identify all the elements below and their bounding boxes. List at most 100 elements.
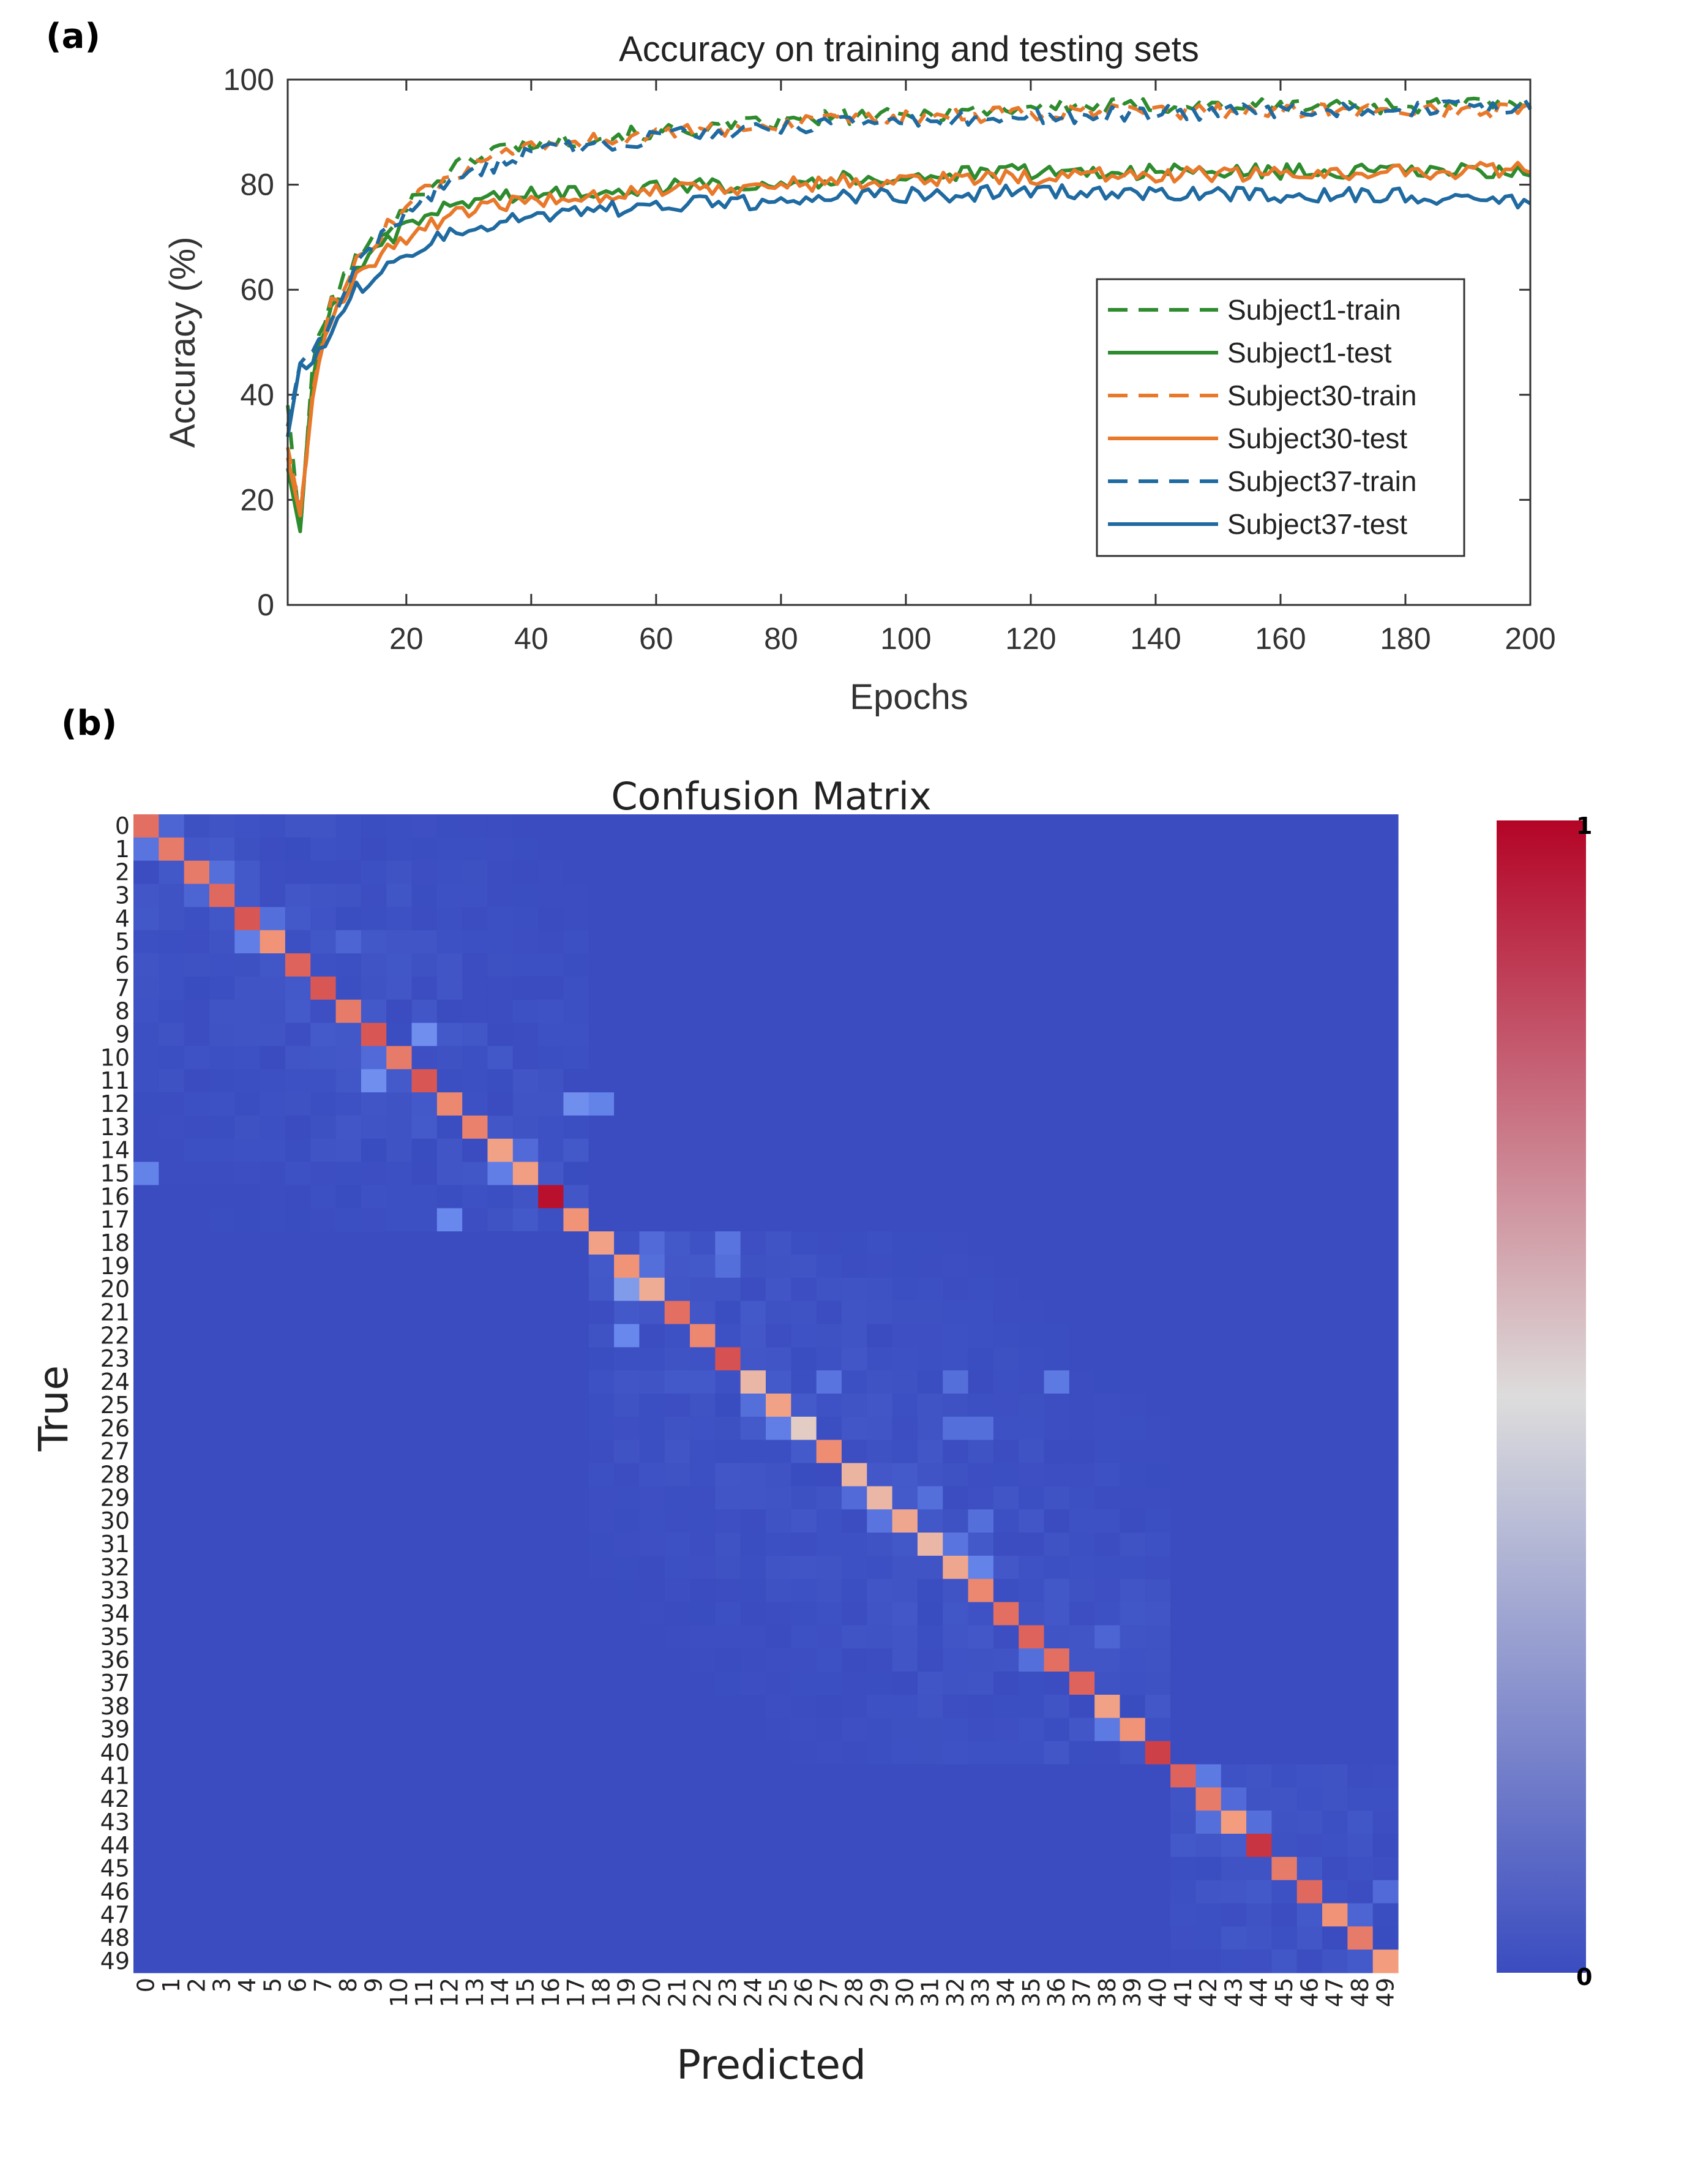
heatmap-cell [411,930,438,954]
x-tick-label: 17 [563,1978,589,2007]
heatmap-cell [361,1092,387,1116]
heatmap-cell [816,1208,842,1232]
heatmap-cell [563,1300,589,1325]
heatmap-cell [715,907,741,931]
x-tick-label: 27 [815,1978,842,2007]
heatmap-cell [159,1463,185,1487]
heatmap-cell [1246,1115,1272,1139]
heatmap-cell [1195,930,1222,954]
heatmap-cell [740,1694,766,1719]
heatmap-cell [411,1694,438,1719]
heatmap-cell [968,1138,994,1163]
heatmap-cell [1296,1555,1323,1580]
heatmap-cell [740,930,766,954]
heatmap-cell [841,1370,867,1394]
heatmap-cell [260,1185,286,1209]
heatmap-cell [462,1833,488,1858]
heatmap-cell [462,1300,488,1325]
heatmap-cell [588,999,615,1024]
heatmap-cell [133,1277,159,1302]
heatmap-cell [1246,1231,1272,1255]
heatmap-cell [1322,1300,1348,1325]
heatmap-cell [1170,1439,1197,1464]
heatmap-cell [816,953,842,977]
heatmap-cell [664,1949,690,1973]
heatmap-cell [841,1161,867,1186]
heatmap-cell [664,837,690,861]
heatmap-cell [1170,1903,1197,1927]
x-tick-label: 12 [436,1978,463,2007]
heatmap-cell [968,1648,994,1672]
heatmap-cell [436,1231,463,1255]
heatmap-cell [462,837,488,861]
heatmap-cell [1322,1394,1348,1417]
heatmap-cell [310,1300,337,1325]
heatmap-cell [538,1949,564,1973]
heatmap-cell [563,860,589,885]
heatmap-cell [867,1648,893,1672]
heatmap-cell [411,1069,438,1093]
heatmap-cell [588,1625,615,1649]
heatmap-cell [234,1764,261,1788]
heatmap-cell [791,860,817,885]
heatmap-cell [1069,1347,1095,1371]
heatmap-cell [386,1370,413,1394]
heatmap-cell [664,1370,690,1394]
heatmap-cell [1145,1416,1171,1441]
y-tick-label: 33 [100,1577,130,1604]
heatmap-cell [791,1023,817,1046]
heatmap-cell [310,1672,337,1695]
heatmap-cell [310,1578,337,1603]
heatmap-cell [766,1648,791,1672]
heatmap-cell [1347,999,1374,1024]
heatmap-cell [1246,837,1272,861]
heatmap-cell [1145,1741,1171,1765]
heatmap-cell [1296,1046,1323,1070]
x-tick-label: 5 [259,1978,286,1992]
heatmap-cell [159,1231,185,1255]
heatmap-cell [436,1741,463,1765]
heatmap-cell [917,1949,943,1973]
heatmap-cell [1246,1416,1272,1441]
heatmap-cell [1170,1833,1197,1858]
heatmap-cell [260,1439,286,1464]
heatmap-cell [690,1046,716,1070]
heatmap-cell [1120,1439,1146,1464]
heatmap-cell [1246,1300,1272,1325]
heatmap-cell [867,884,893,907]
heatmap-cell [209,1463,235,1487]
heatmap-cell [588,1231,615,1255]
heatmap-cell [1069,1185,1095,1209]
heatmap-cell [1271,1602,1298,1626]
heatmap-cell [968,1533,994,1556]
heatmap-cell [386,1533,413,1556]
heatmap-cell [1347,1300,1374,1325]
heatmap-cell [361,1741,387,1765]
y-tick-label: 46 [100,1878,130,1905]
heatmap-cell [260,1926,286,1950]
heatmap-cell [1296,1717,1323,1742]
y-tick-label: 11 [100,1067,130,1094]
series-line-subject37-train [286,96,1532,427]
heatmap-cell [917,1046,943,1070]
heatmap-cell [1221,1115,1247,1139]
heatmap-cell [816,1046,842,1070]
heatmap-cell [614,1439,640,1464]
heatmap-cell [841,837,867,861]
heatmap-cell [816,1439,842,1464]
heatmap-cell [892,1023,918,1046]
heatmap-cell [917,1533,943,1556]
heatmap-cell [1221,1463,1247,1487]
heatmap-cell [310,1787,337,1811]
heatmap-cell [361,1115,387,1139]
heatmap-cell [766,1394,791,1417]
heatmap-cell [892,1811,918,1834]
heatmap-cell [766,1185,791,1209]
heatmap-cell [310,1811,337,1834]
heatmap-cell [614,1324,640,1348]
heatmap-cell [791,1300,817,1325]
heatmap-cell [892,907,918,931]
heatmap-cell [184,1254,210,1278]
heatmap-cell [993,814,1019,838]
heatmap-cell [1246,1533,1272,1556]
